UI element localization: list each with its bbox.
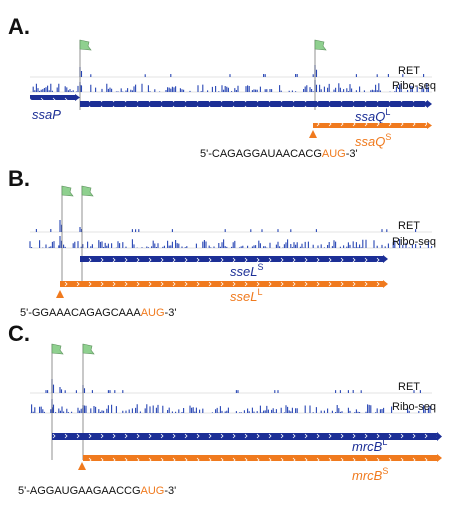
gene-arrowhead bbox=[75, 94, 80, 101]
sequence-3prime: -3' bbox=[164, 485, 176, 497]
gene-name: mrcB bbox=[352, 439, 383, 454]
sequence: 5'-AGGAUGAAGAACCGAUG-3' bbox=[18, 485, 176, 497]
track-label: Ribo-seq bbox=[392, 80, 436, 92]
gene-isoform: S bbox=[257, 262, 263, 272]
panel-label: B. bbox=[8, 166, 30, 191]
sequence-3prime: -3' bbox=[346, 148, 358, 160]
gene-bar bbox=[80, 101, 428, 107]
start-site bbox=[78, 462, 86, 470]
start-codon: AUG bbox=[141, 485, 165, 497]
gene-label: sseLS bbox=[230, 262, 263, 279]
gene-label: ssaQL bbox=[355, 107, 390, 124]
flag bbox=[79, 39, 92, 51]
gene-label: ssaP bbox=[32, 107, 61, 122]
gene-label: mrcBS bbox=[352, 466, 388, 483]
gene-label: mrcBL bbox=[352, 437, 387, 454]
start-codon: AUG bbox=[322, 148, 346, 160]
sequence-5prime: 5'-CAGAGGAUAACACG bbox=[200, 148, 322, 160]
read-coverage bbox=[31, 399, 431, 413]
flag bbox=[61, 185, 74, 197]
gene-name: sseL bbox=[230, 289, 257, 304]
gene-bar bbox=[313, 123, 428, 128]
gene-name: ssaQ bbox=[355, 134, 385, 149]
gene-name: ssaQ bbox=[355, 109, 385, 124]
panel: C.RETRibo-seqmrcBLmrcBS5'-AGGAUGAAGAACCG… bbox=[8, 321, 442, 497]
gene-name: sseL bbox=[230, 264, 257, 279]
read-coverage bbox=[35, 220, 417, 232]
panel-label: A. bbox=[8, 14, 30, 39]
gene-label: sseLL bbox=[230, 287, 262, 304]
sequence-5prime: 5'-AGGAUGAAGAACCG bbox=[18, 485, 141, 497]
gene-bar bbox=[80, 256, 384, 262]
read-coverage bbox=[29, 236, 433, 248]
gene-bar bbox=[83, 455, 438, 461]
start-codon: AUG bbox=[141, 307, 165, 319]
track-label: RET bbox=[398, 65, 420, 77]
flag bbox=[51, 343, 64, 355]
flag bbox=[314, 39, 327, 51]
gene-arrowhead bbox=[383, 255, 388, 263]
read-coverage bbox=[45, 379, 421, 393]
flag bbox=[82, 343, 95, 355]
start-site bbox=[309, 130, 317, 138]
sequence: 5'-CAGAGGAUAACACGAUG-3' bbox=[200, 148, 358, 160]
gene-label: ssaQS bbox=[355, 132, 391, 149]
gene-bar bbox=[60, 281, 384, 287]
gene-arrowhead bbox=[383, 280, 388, 288]
panel-label: C. bbox=[8, 321, 30, 346]
gene-bar bbox=[30, 95, 76, 100]
gene-isoform: S bbox=[382, 466, 388, 476]
flag bbox=[81, 185, 94, 197]
track-label: Ribo-seq bbox=[392, 401, 436, 413]
sequence-3prime: -3' bbox=[165, 307, 177, 319]
gene-isoform: L bbox=[257, 287, 262, 297]
gene-isoform: L bbox=[385, 107, 390, 117]
track-label: RET bbox=[398, 220, 420, 232]
gene-name: mrcB bbox=[352, 468, 383, 483]
gene-arrowhead bbox=[427, 100, 432, 108]
track-label: Ribo-seq bbox=[392, 236, 436, 248]
sequence-5prime: 5'-GGAAACAGAGCAAA bbox=[20, 307, 141, 319]
read-coverage bbox=[79, 65, 425, 77]
panel: B.RETRibo-seqsseLSsseLL5'-GGAAACAGAGCAAA… bbox=[8, 166, 436, 319]
gene-name: ssaP bbox=[32, 107, 61, 122]
gene-arrowhead bbox=[437, 454, 442, 462]
gene-isoform: S bbox=[385, 132, 391, 142]
gene-arrowhead bbox=[427, 122, 432, 129]
gene-isoform: L bbox=[382, 437, 387, 447]
gene-arrowhead bbox=[437, 432, 442, 441]
gene-bar bbox=[52, 433, 438, 440]
read-coverage bbox=[32, 80, 429, 92]
start-site bbox=[56, 290, 64, 298]
track-label: RET bbox=[398, 381, 420, 393]
sequence: 5'-GGAAACAGAGCAAAAUG-3' bbox=[20, 307, 176, 319]
